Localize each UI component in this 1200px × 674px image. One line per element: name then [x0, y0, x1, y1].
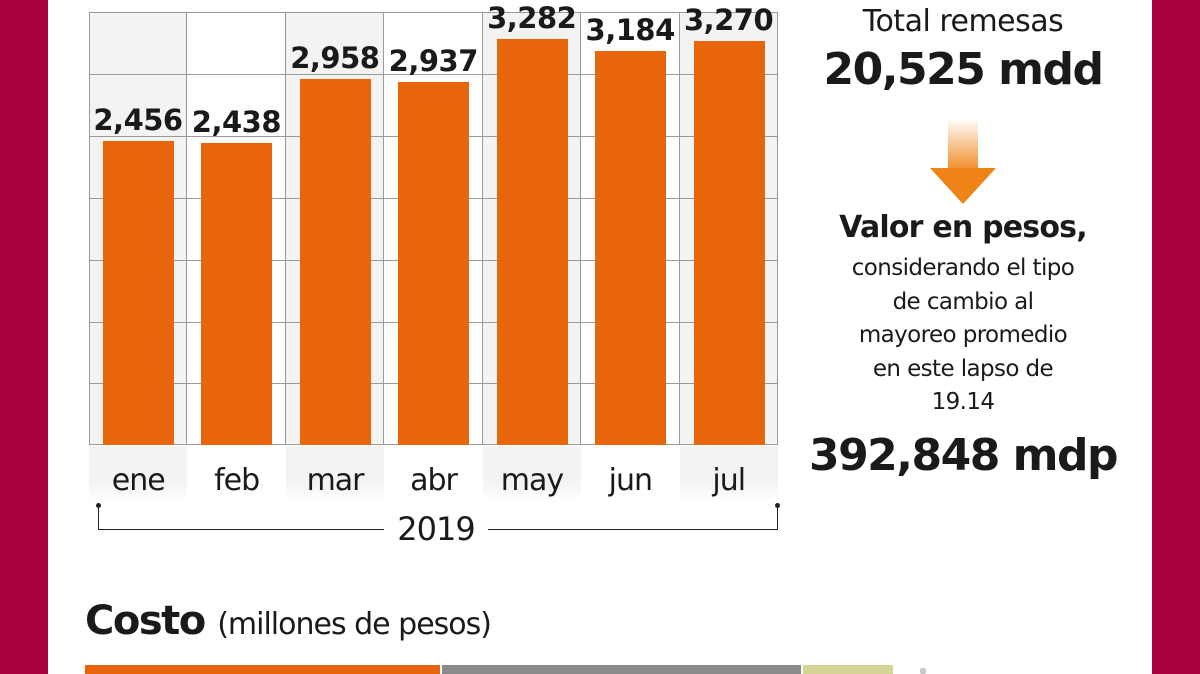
month-label-mar: mar: [285, 446, 385, 500]
month-label-abr: abr: [410, 463, 458, 498]
cost-subtitle: (millones de pesos): [217, 607, 492, 642]
month-label-jul: jul: [679, 446, 778, 500]
gridline: [89, 12, 778, 13]
bar-value-label: 2,438: [191, 105, 282, 140]
month-axis-labels: ene feb mar abr may jun jul: [89, 446, 778, 500]
chart-column-abr: [384, 12, 483, 445]
cost-legend-marker: [920, 668, 926, 674]
bar-value-label: 3,282: [487, 1, 577, 35]
bar-value-label: 2,958: [290, 41, 380, 76]
month-label-jun: jun: [608, 463, 653, 498]
cost-bar-segment-gray: [442, 665, 801, 674]
bar-value-label: 3,184: [585, 13, 676, 48]
month-label-may: may: [482, 446, 582, 500]
month-label-ene: ene: [89, 446, 188, 500]
peso-value-title: Valor en pesos,: [839, 210, 1087, 245]
total-remittances-value: 20,525 mdd: [823, 44, 1104, 95]
peso-value-amount: 392,848 mdp: [808, 430, 1119, 481]
bar-may: [496, 39, 568, 445]
bar-value-label: 3,270: [683, 2, 774, 37]
total-remittances-label: Total remesas: [862, 4, 1064, 39]
remittances-bar-chart: 2,456 2,438 2,958 2,937 3,282 3,184 3,270: [89, 1, 778, 445]
bar-mar: [299, 79, 371, 445]
bar-feb: [201, 143, 273, 445]
gridline: [89, 73, 778, 75]
cost-bar-segment-orange: [85, 665, 440, 674]
bracket-dot-left: [96, 503, 101, 508]
bar-ene: [103, 141, 174, 445]
right-frame-bar: [1152, 0, 1200, 674]
bar-jun: [595, 51, 667, 445]
cost-section-title: Costo (millones de pesos): [85, 598, 492, 644]
chart-column-jun: [581, 12, 680, 445]
peso-value-description: considerando el tipo de cambio al mayore…: [851, 255, 1075, 415]
bar-value-label: 2,937: [388, 43, 479, 78]
arrow-down-icon: [930, 118, 996, 204]
chart-column-feb: [187, 12, 286, 445]
cost-bar-segment-khaki: [803, 665, 893, 674]
bar-value-label: 2,456: [93, 103, 183, 138]
bracket-dot-right: [775, 503, 780, 508]
year-label: 2019: [384, 510, 488, 548]
bar-abr: [398, 81, 470, 445]
left-frame-bar: [0, 0, 48, 674]
bar-jul: [693, 40, 765, 445]
cost-title: Costo: [85, 598, 206, 644]
month-label-feb: feb: [214, 463, 260, 498]
